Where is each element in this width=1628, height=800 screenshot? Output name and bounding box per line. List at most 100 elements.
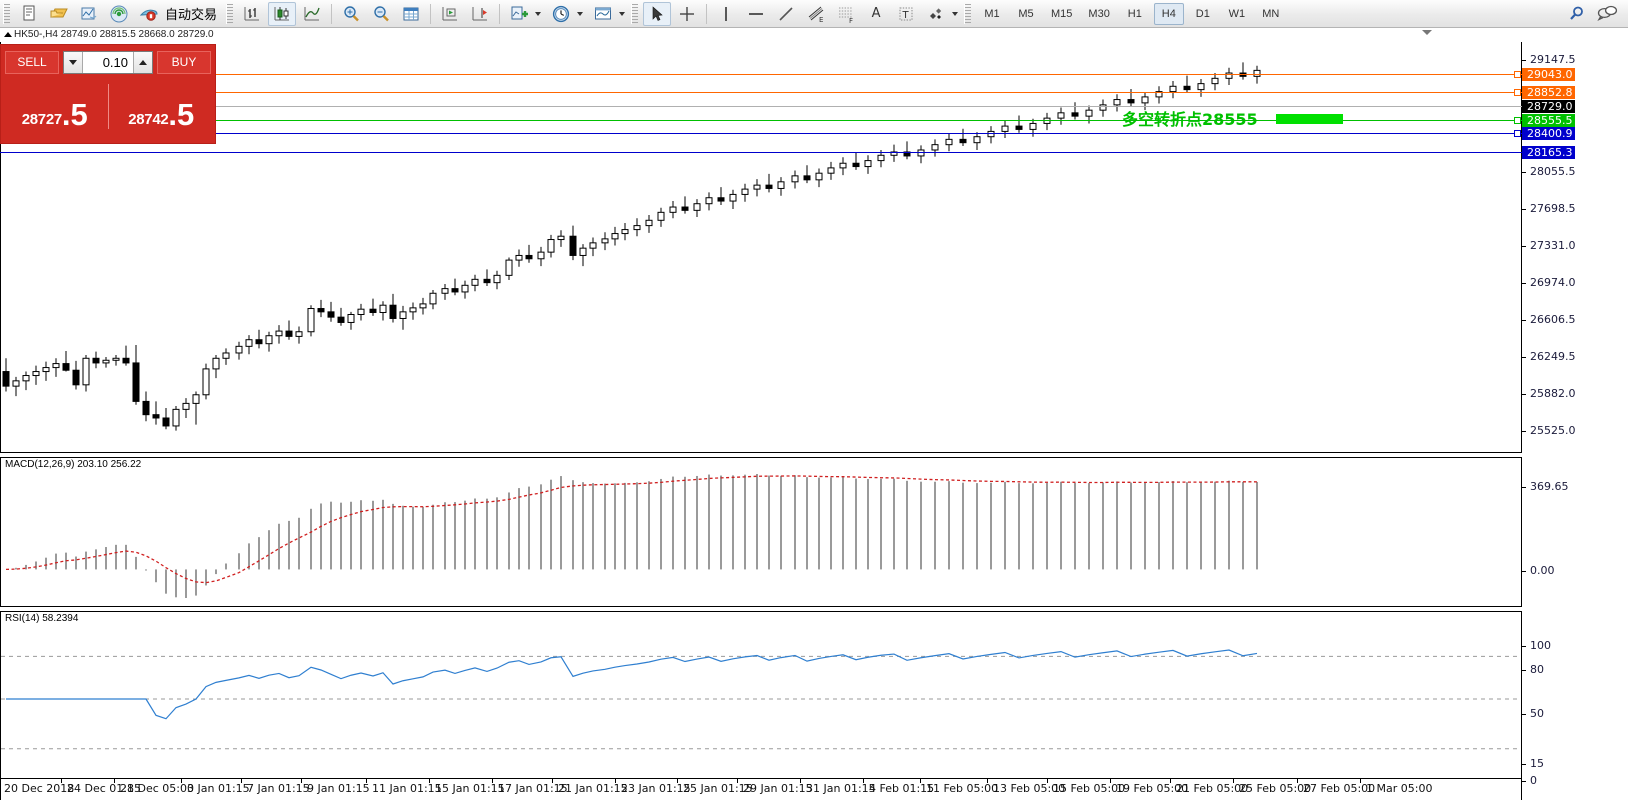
sell-price-main: 28727 (21, 111, 63, 128)
text-label-icon[interactable]: T (892, 2, 920, 26)
zoom-out-icon[interactable] (367, 2, 395, 26)
level-line-resistance-2[interactable] (0, 74, 1522, 75)
level-line-support-1[interactable] (0, 133, 1522, 134)
time-axis-label: 15 Jan 01:15 (429, 779, 505, 795)
time-axis-label: 31 Jan 01:15 (800, 779, 876, 795)
volume-increase-button[interactable] (133, 51, 152, 73)
time-axis-label: 21 Jan 01:15 (552, 779, 628, 795)
crosshair-icon[interactable] (673, 2, 701, 26)
time-axis-label: 11 Feb 05:00 (919, 779, 999, 795)
vertical-line-icon[interactable] (712, 2, 740, 26)
timeframe-w1[interactable]: W1 (1228, 7, 1246, 20)
buy-button[interactable]: BUY (157, 50, 211, 74)
time-axis-label: 27 Feb 05:00 (1296, 779, 1376, 795)
templates-icon[interactable] (589, 2, 617, 26)
one-click-trading-panel[interactable]: SELL 0.10 BUY 28727 .5 28742 .5 (0, 44, 216, 144)
buy-price[interactable]: 28742 .5 (111, 78, 211, 135)
rsi-axis: 100 80 50 15 0 (1522, 611, 1628, 787)
fibonacci-icon[interactable]: F (832, 2, 860, 26)
toolbar-grip-4[interactable] (964, 3, 972, 24)
level-line-resistance-1[interactable] (0, 92, 1522, 93)
sell-button[interactable]: SELL (5, 50, 59, 74)
new-order-icon[interactable] (15, 2, 43, 26)
level-handle-resistance-2[interactable] (1514, 71, 1521, 78)
cursor-icon[interactable] (643, 1, 672, 26)
price-tag-support-1: 28400.9 (1522, 127, 1575, 140)
price-axis-tick: 25525.0 (1522, 424, 1576, 437)
candlestick-chart-icon[interactable] (268, 1, 297, 26)
shapes-icon[interactable] (922, 2, 950, 26)
price-axis-tick: 26249.5 (1522, 350, 1576, 363)
level-line-current-price[interactable] (0, 106, 1522, 107)
chevron-down-icon[interactable] (1422, 30, 1432, 35)
timeframe-mn[interactable]: MN (1262, 7, 1280, 20)
svg-text:T: T (902, 10, 910, 21)
grid-icon[interactable] (397, 2, 425, 26)
price-tag-resistance-1: 28852.8 (1522, 86, 1575, 99)
toolbar-grip-3[interactable] (631, 3, 639, 24)
folder-icon[interactable] (45, 2, 73, 26)
price-axis-tick: 25882.0 (1522, 387, 1576, 400)
volume-stepper[interactable]: 0.10 (63, 50, 153, 74)
level-line-support-2[interactable] (0, 152, 1522, 153)
highlight-rectangle[interactable] (1276, 114, 1343, 124)
auto-trading-label[interactable]: 自动交易 (165, 8, 218, 23)
toolbar-grip-2[interactable] (226, 3, 234, 24)
signal-icon[interactable] (105, 2, 133, 26)
shapes-dropdown-caret[interactable] (952, 11, 959, 16)
timeframe-m5[interactable]: M5 (1018, 7, 1034, 20)
timeframe-h1[interactable]: H1 (1127, 7, 1142, 20)
volume-input[interactable]: 0.10 (83, 51, 133, 73)
timeframe-d1[interactable]: D1 (1195, 7, 1210, 20)
symbol-ohlc-label: HK50-,H4 28749.0 28815.5 28668.0 28729.0 (14, 29, 214, 40)
price-pane[interactable] (0, 42, 1522, 453)
macd-pane[interactable]: MACD(12,26,9) 203.10 256.22 (0, 457, 1522, 607)
time-axis-label: 28 Dec 05:00 (114, 779, 194, 795)
chart-symbol-bar: HK50-,H4 28749.0 28815.5 28668.0 28729.0 (0, 28, 1628, 42)
horizontal-line-icon[interactable] (742, 2, 770, 26)
navigator-icon[interactable] (75, 2, 103, 26)
chart-annotation-text[interactable]: 多空转折点28555 (1122, 110, 1258, 129)
level-handle-support-1[interactable] (1514, 130, 1521, 137)
chart-shift-icon[interactable] (466, 2, 494, 26)
trendline-icon[interactable] (772, 2, 800, 26)
period-dropdown-caret[interactable] (577, 11, 584, 16)
chart-expand-icon[interactable] (4, 32, 12, 37)
rsi-pane[interactable]: RSI(14) 58.2394 (0, 611, 1522, 779)
timeframe-m1[interactable]: M1 (984, 7, 1000, 20)
search-icon[interactable] (1563, 2, 1591, 26)
rsi-axis-tick: 50 (1522, 707, 1544, 720)
toolbar-grip-1[interactable] (3, 3, 10, 24)
time-axis[interactable]: 20 Dec 2018 24 Dec 01:15 28 Dec 05:00 3 Jan… (0, 779, 1522, 800)
price-tag-resistance-2: 29043.0 (1522, 68, 1575, 81)
level-line-pivot-28555[interactable] (0, 120, 1522, 121)
expert-advisor-icon[interactable] (135, 2, 163, 26)
trade-panel-prices: 28727 .5 28742 .5 (1, 75, 215, 139)
timeframe-h4[interactable]: H4 (1153, 2, 1184, 25)
time-axis-label: 29 Jan 01:15 (737, 779, 813, 795)
period-clock-icon[interactable] (547, 2, 575, 26)
line-chart-icon[interactable] (298, 2, 326, 26)
toolbar-separator-4 (706, 3, 708, 24)
buy-price-fraction: .5 (168, 96, 195, 132)
chevron-up-icon (139, 59, 147, 65)
rsi-series (1, 649, 1521, 750)
time-axis-label: 3 Jan 01:15 (181, 779, 250, 795)
indicators-dropdown-caret[interactable] (535, 11, 542, 16)
zoom-in-icon[interactable] (337, 2, 365, 26)
auto-scroll-icon[interactable] (436, 2, 464, 26)
timeframe-m30[interactable]: M30 (1088, 7, 1110, 20)
level-handle-resistance-1[interactable] (1514, 89, 1521, 96)
sell-price[interactable]: 28727 .5 (5, 78, 105, 135)
chat-icon[interactable] (1593, 2, 1621, 26)
bar-chart-icon[interactable] (238, 2, 266, 26)
templates-dropdown-caret[interactable] (619, 11, 626, 16)
price-axis-tick: 29147.5 (1522, 53, 1576, 66)
equidistant-channel-icon[interactable]: E (802, 2, 830, 26)
level-handle-pivot-28555[interactable] (1514, 117, 1521, 124)
volume-decrease-button[interactable] (64, 51, 83, 73)
indicators-icon[interactable] (505, 2, 533, 26)
time-axis-label: 7 Jan 01:15 (241, 779, 310, 795)
text-icon[interactable]: A (871, 6, 881, 21)
timeframe-m15[interactable]: M15 (1051, 7, 1073, 20)
